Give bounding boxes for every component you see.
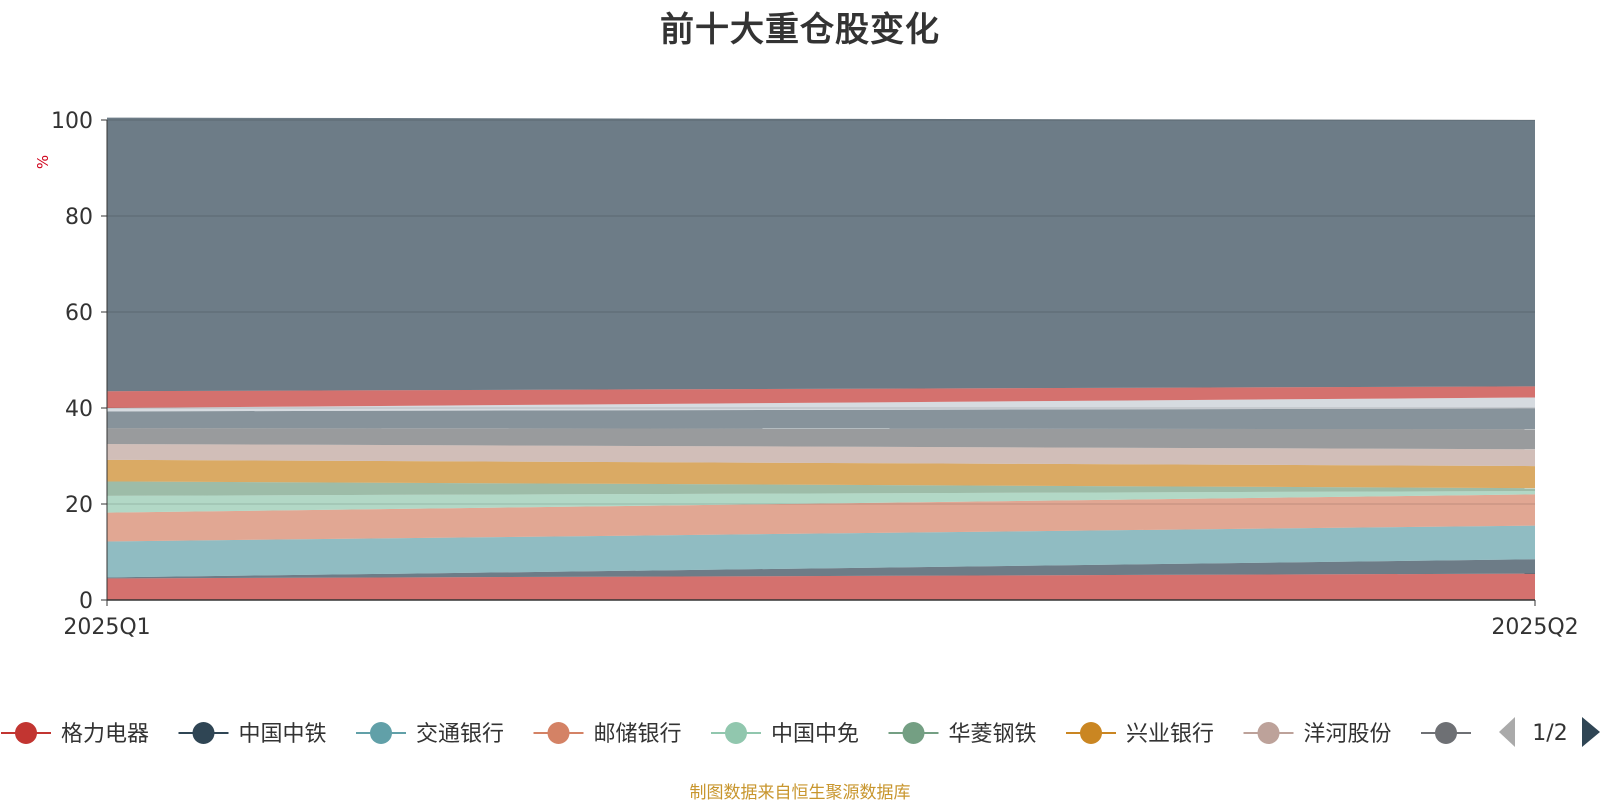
legend-item[interactable]: 华菱钢铁 (888, 722, 1037, 747)
y-tick-label: 20 (65, 493, 93, 518)
x-tick-label: 2025Q1 (63, 615, 150, 640)
legend-next-page-icon[interactable] (1582, 717, 1600, 747)
area-series-12 (107, 386, 1535, 408)
legend-marker-icon (1435, 722, 1457, 744)
legend-prev-page-icon[interactable] (1499, 717, 1515, 747)
legend-item[interactable]: 邮储银行 (533, 722, 682, 747)
legend-item[interactable]: 兴业银行 (1066, 722, 1214, 747)
area-series-1 (107, 573, 1535, 600)
legend-label: 华菱钢铁 (949, 722, 1037, 747)
legend-marker-icon (1080, 722, 1102, 744)
area-series-6 (107, 481, 1535, 496)
area-series-10 (107, 408, 1535, 430)
legend-marker-icon (902, 722, 925, 744)
area-series-9 (107, 428, 1535, 450)
legend-marker-icon (725, 722, 747, 744)
legend-label: 中国中免 (771, 722, 859, 747)
legend-label: 中国中铁 (239, 722, 327, 747)
legend-item[interactable]: 洋河股份 (1243, 722, 1392, 747)
legend-marker-icon (192, 722, 215, 744)
y-tick-label: 40 (65, 397, 93, 422)
legend-pager: 1/2 (1499, 717, 1600, 747)
source-note: 制图数据来自恒生聚源数据库 (689, 783, 911, 803)
y-axis-label: % (34, 155, 52, 169)
legend-item[interactable]: 格力电器 (1, 722, 149, 747)
chart-title: 前十大重仓股变化 (660, 10, 940, 50)
area-series-5 (107, 491, 1535, 513)
area-series-8 (107, 444, 1535, 467)
legend-label: 洋河股份 (1304, 722, 1392, 747)
area-series-3 (107, 525, 1535, 578)
y-tick-label: 60 (65, 301, 93, 326)
legend-marker-icon (547, 722, 570, 744)
x-tick-label: 2025Q2 (1491, 615, 1578, 640)
legend: 格力电器 中国中铁 交通银行 邮储银行 中国中免 华菱钢铁 兴业银行 洋河股份 (1, 722, 1471, 747)
area-series-13 (107, 117, 1535, 392)
area-series-2 (107, 559, 1535, 579)
area-series-4 (107, 494, 1535, 542)
legend-item[interactable]: 中国中免 (711, 722, 859, 747)
legend-item[interactable]: 交通银行 (356, 722, 504, 747)
legend-marker-icon (370, 722, 392, 744)
legend-label: 兴业银行 (1126, 722, 1214, 747)
y-tick-label: 0 (79, 589, 93, 614)
y-tick-label: 100 (51, 109, 93, 134)
area-series-group (107, 117, 1535, 600)
y-tick-label: 80 (65, 205, 93, 230)
axes: 0 20 40 60 80 100 2025Q1 2025Q2 (51, 109, 1579, 640)
legend-items: 格力电器 中国中铁 交通银行 邮储银行 中国中免 华菱钢铁 兴业银行 洋河股份 (1, 722, 1471, 747)
legend-marker-icon (15, 722, 37, 744)
legend-label: 交通银行 (416, 722, 504, 747)
legend-label: 邮储银行 (594, 722, 682, 747)
legend-item[interactable] (1421, 722, 1471, 744)
legend-marker-icon (1257, 722, 1280, 744)
area-series-11 (107, 397, 1535, 412)
area-series-7 (107, 459, 1535, 489)
legend-item[interactable]: 中国中铁 (178, 722, 327, 747)
legend-label: 格力电器 (61, 722, 149, 747)
legend-page-indicator: 1/2 (1532, 721, 1567, 746)
